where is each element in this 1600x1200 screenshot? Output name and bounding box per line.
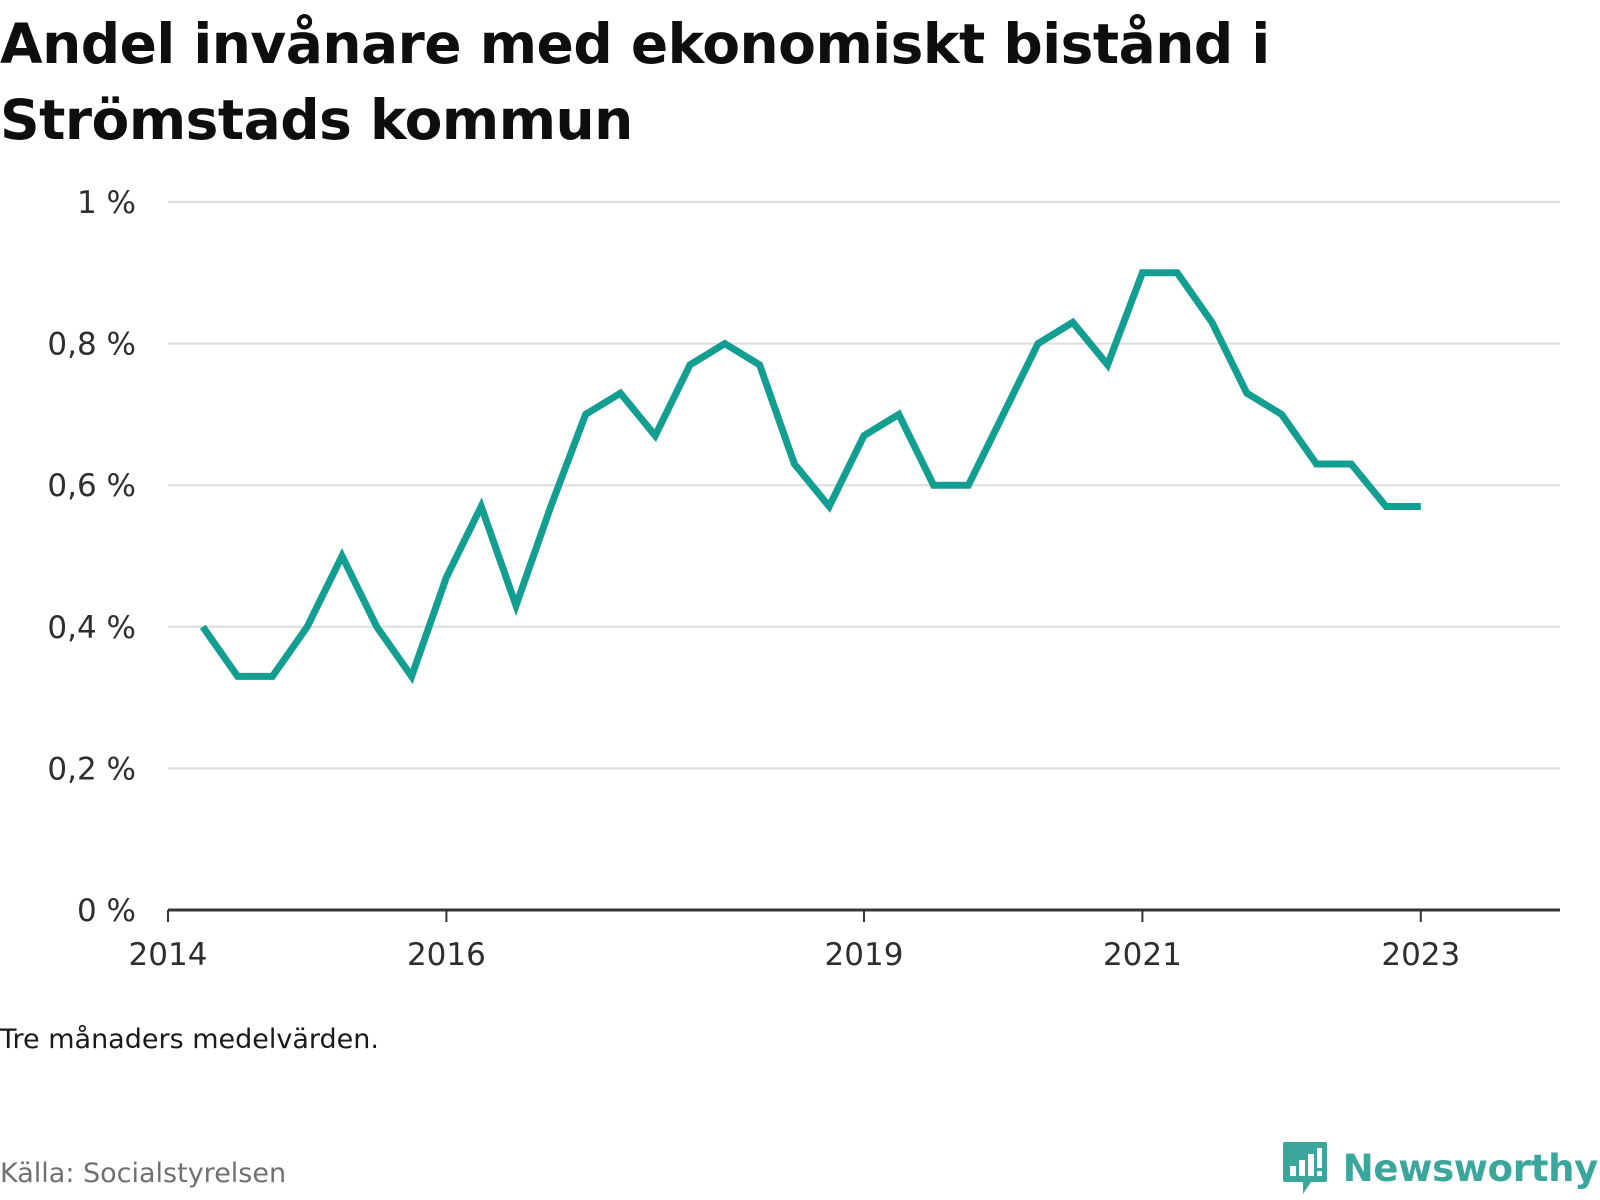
y-tick-label: 0,6 % [47, 468, 136, 504]
x-tick-label: 2016 [407, 937, 486, 970]
x-tick-label: 2019 [825, 937, 904, 970]
brand-logo: Newsworthy [1281, 1140, 1598, 1196]
source-credit: Källa: Socialstyrelsen [0, 1158, 287, 1189]
chart-title-line-2: Strömstads kommun [0, 88, 633, 152]
chart-title: Andel invånare med ekonomiskt bistånd i … [0, 6, 1600, 158]
x-tick-label: 2021 [1103, 937, 1182, 970]
y-tick-label: 0,2 % [47, 751, 136, 787]
newsworthy-logo-icon [1282, 1142, 1327, 1194]
x-tick-label: 2014 [129, 937, 208, 970]
series-group [199, 269, 1421, 684]
chart-title-line-1: Andel invånare med ekonomiskt bistånd i [0, 12, 1270, 76]
y-tick-label: 1 % [77, 185, 136, 221]
x-tick-label: 2023 [1381, 937, 1460, 970]
y-tick-label: 0,8 % [47, 327, 136, 363]
y-tick-label: 0,4 % [47, 610, 136, 646]
y-tick-label: 0 % [77, 893, 136, 929]
line-chart: 0 %0,2 %0,4 %0,6 %0,8 %1 % 2014 2016 2019 2… [47, 185, 1560, 970]
y-axis: 0 % 0,2 % 0,4 % 0,6 % 0,8 % 1 % [47, 185, 136, 929]
grid-lines [168, 201, 1560, 770]
chart-note: Tre månaders medelvärden. [0, 1024, 379, 1055]
series-line-0 [199, 269, 1421, 684]
x-axis: 2014 2016 2019 2021 2023 [129, 908, 1560, 970]
brand-name: Newsworthy [1342, 1146, 1599, 1190]
